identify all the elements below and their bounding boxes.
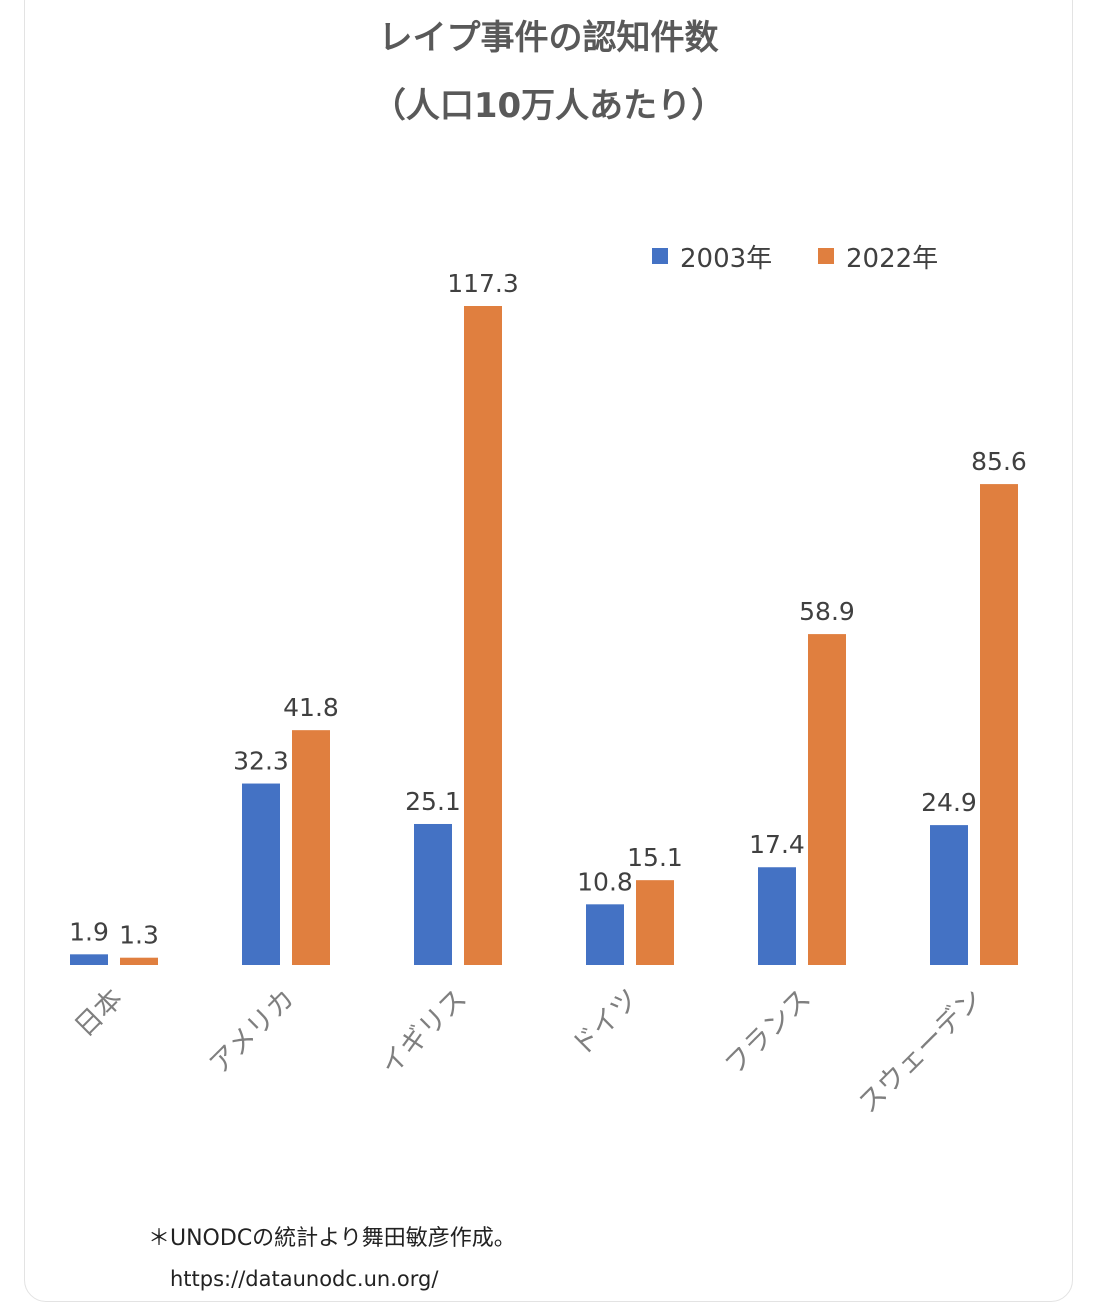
data-label: 58.9 — [799, 597, 855, 626]
bar-2003 — [414, 823, 452, 965]
bar-2003 — [70, 954, 108, 965]
data-label: 15.1 — [627, 843, 683, 872]
data-label: 17.4 — [749, 830, 805, 859]
bar-2003 — [758, 867, 796, 965]
data-label: 25.1 — [405, 787, 461, 816]
legend-label: 2003年 — [680, 244, 772, 274]
bar-2022 — [808, 634, 846, 965]
bar-2003 — [930, 825, 968, 965]
data-label: 117.3 — [447, 269, 519, 298]
data-label: 1.3 — [119, 921, 159, 950]
legend-swatch — [652, 248, 668, 264]
legend-swatch — [818, 248, 834, 264]
bar-2022 — [120, 957, 158, 965]
bar-2003 — [242, 783, 280, 965]
bar-2022 — [292, 730, 330, 965]
footnote: ＊UNODCの統計より舞田敏彦作成。 — [148, 1226, 516, 1251]
category-label: フランス — [719, 983, 817, 1081]
legend-label: 2022年 — [846, 244, 938, 274]
bar-2022 — [464, 306, 502, 965]
chart-card — [24, 0, 1073, 1302]
chart-subtitle: （人口10万人あたり） — [371, 86, 726, 126]
bar-2003 — [586, 904, 624, 965]
data-label: 24.9 — [921, 788, 977, 817]
bar-chart: 1.9 1.3 日本 32.3 41.8 アメリカ 25.1 117.3 イギリス 10.815.… — [69, 244, 1027, 1120]
data-label: 10.8 — [577, 867, 633, 896]
source-url: https://dataunodc.un.org/ — [170, 1267, 439, 1291]
category-label: イギリス — [375, 983, 473, 1081]
data-label: 85.6 — [971, 447, 1027, 476]
data-label: 32.3 — [233, 747, 289, 776]
category-label: スウェーデン — [852, 983, 988, 1119]
category-label: ドイツ — [566, 983, 645, 1062]
category-label: 日本 — [69, 983, 129, 1043]
data-label: 1.9 — [69, 917, 109, 946]
chart-title: レイプ事件の認知件数 — [378, 18, 719, 58]
bar-2022 — [636, 880, 674, 965]
bar-2022 — [980, 484, 1018, 965]
category-label: アメリカ — [204, 983, 301, 1080]
data-label: 41.8 — [283, 693, 339, 722]
